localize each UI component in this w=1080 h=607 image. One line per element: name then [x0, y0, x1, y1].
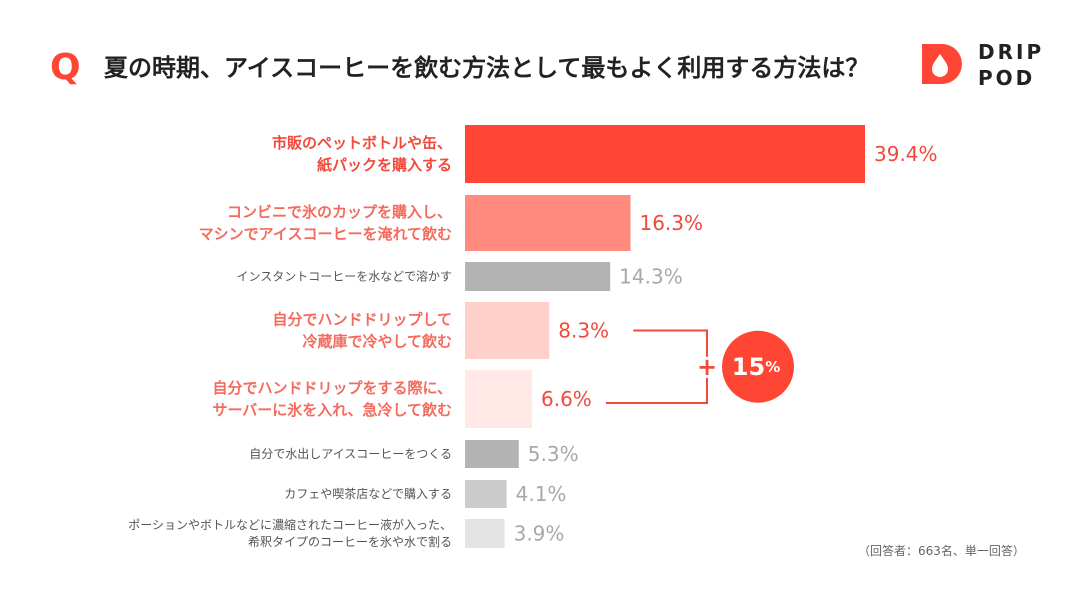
category-label-8-line-1: ポーションやボトルなどに濃縮されたコーヒー液が入った、	[128, 517, 452, 532]
chart-title: 夏の時期、アイスコーヒーを飲む方法として最もよく利用する方法は？	[104, 54, 870, 82]
bar-7	[465, 480, 507, 508]
category-label-4-line-2: 冷蔵庫で冷やして飲む	[302, 333, 452, 351]
drip-pod-logo-icon	[922, 44, 962, 84]
bar-2	[465, 195, 631, 251]
category-label-7-line-1: カフェや喫茶店などで購入する	[284, 486, 452, 501]
chart-title-bar: Q 夏の時期、アイスコーヒーを飲む方法として最もよく利用する方法は？	[50, 48, 910, 88]
bar-4	[465, 302, 550, 359]
bar-5	[465, 370, 533, 428]
value-label-7: 4.1%	[516, 482, 567, 506]
combined-total-circle	[722, 330, 794, 403]
logo-word-drip: DRIP	[978, 40, 1045, 64]
value-label-6: 5.3%	[528, 442, 579, 466]
category-label-2-line-1: コンビニで氷のカップを購入し、	[227, 203, 452, 221]
bar-6	[465, 440, 519, 468]
bracket-plus: +	[697, 353, 717, 381]
bar-8	[465, 519, 505, 548]
value-label-3: 14.3%	[619, 265, 683, 289]
q-mark: Q	[50, 47, 81, 88]
bar-3	[465, 262, 611, 291]
logo-word-pod: POD	[978, 66, 1036, 90]
category-label-2-line-2: マシンでアイスコーヒーを淹れて飲む	[199, 225, 452, 243]
value-label-1: 39.4%	[874, 142, 938, 166]
drip-pod-logo: DRIP POD	[918, 38, 1058, 90]
category-label-1-line-2: 紙パックを購入する	[317, 156, 452, 174]
value-label-5: 6.6%	[541, 387, 592, 411]
category-label-4-line-1: 自分でハンドドリップして	[272, 311, 452, 329]
value-label-4: 8.3%	[558, 319, 609, 343]
footnote: （回答者：663名、単一回答）	[858, 544, 1025, 558]
category-label-1-line-1: 市販のペットボトルや缶、	[272, 134, 452, 152]
category-label-8-line-2: 希釈タイプのコーヒーを氷や水で割る	[248, 534, 452, 549]
bracket-line	[606, 329, 708, 404]
bar-1	[465, 125, 865, 183]
value-label-2: 16.3%	[639, 211, 703, 235]
category-label-6-line-1: 自分で水出しアイスコーヒーをつくる	[249, 447, 452, 461]
category-label-5-line-2: サーバーに氷を入れ、急冷して飲む	[212, 401, 452, 419]
category-label-5-line-1: 自分でハンドドリップをする際に、	[212, 379, 452, 397]
value-label-8: 3.9%	[514, 522, 565, 546]
combined-total-label: 15%	[732, 353, 780, 381]
category-label-3-line-1: インスタントコーヒーを水などで溶かす	[236, 269, 452, 284]
